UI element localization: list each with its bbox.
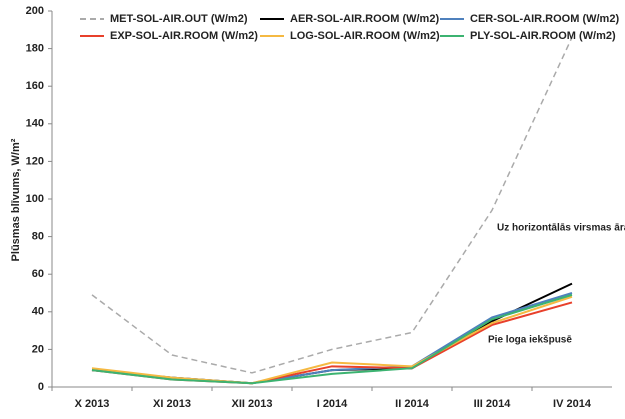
legend-label: EXP-SOL-AIR.ROOM (W/m2)	[110, 30, 258, 42]
y-tick-label: 100	[26, 193, 44, 205]
x-tick-label: IV 2014	[553, 398, 592, 410]
y-tick-label: 40	[32, 306, 44, 318]
y-axis-label: Plūsmas blīvums, W/m²	[10, 138, 22, 261]
legend-label: MET-SOL-AIR.OUT (W/m2)	[110, 13, 248, 25]
legend-label: PLY-SOL-AIR.ROOM (W/m2)	[470, 30, 616, 42]
y-tick-label: 140	[26, 118, 44, 130]
y-tick-label: 120	[26, 155, 44, 167]
series-line	[91, 295, 573, 385]
legend-label: AER-SOL-AIR.ROOM (W/m2)	[290, 13, 439, 25]
annotation: Uz horizontālās virsmas ārā	[497, 223, 625, 234]
y-tick-label: 20	[32, 343, 44, 355]
x-tick-label: X 2013	[75, 398, 110, 410]
x-tick-label: I 2014	[317, 398, 348, 410]
y-tick-label: 60	[32, 268, 44, 280]
y-tick-label: 0	[38, 381, 44, 393]
x-tick-label: III 2014	[474, 398, 512, 410]
y-tick-label: 180	[26, 43, 44, 55]
series-line	[91, 37, 573, 374]
y-tick-label: 200	[26, 5, 44, 17]
series-line	[91, 293, 573, 385]
y-tick-label: 160	[26, 80, 44, 92]
series-line	[91, 282, 573, 385]
x-tick-label: II 2014	[395, 398, 430, 410]
legend-label: CER-SOL-AIR.ROOM (W/m2)	[470, 13, 619, 25]
legend-label: LOG-SOL-AIR.ROOM (W/m2)	[290, 30, 440, 42]
x-tick-label: XI 2013	[153, 398, 191, 410]
x-tick-label: XII 2013	[232, 398, 273, 410]
y-tick-label: 80	[32, 231, 44, 243]
annotation: Pie loga iekšpusē	[488, 335, 572, 346]
